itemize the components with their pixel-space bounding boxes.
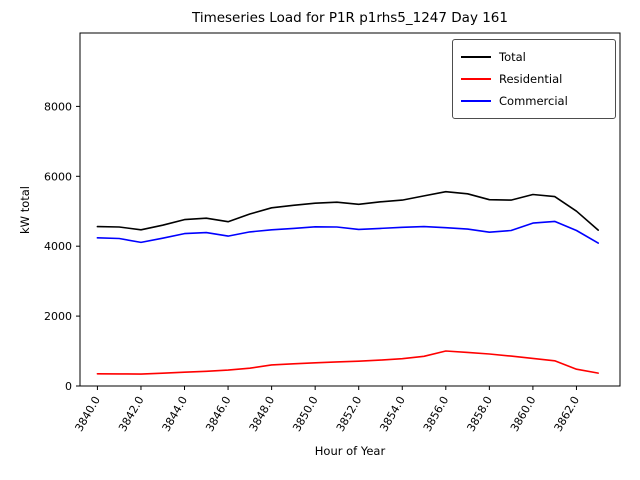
y-tick-label: 0 <box>65 380 72 393</box>
legend-item-commercial: Commercial <box>461 90 607 112</box>
legend-label: Total <box>499 50 526 64</box>
x-tick-label: 3862.0 <box>552 394 583 434</box>
x-tick-label: 3850.0 <box>290 394 321 434</box>
x-tick-label: 3842.0 <box>116 394 147 434</box>
x-axis-label: Hour of Year <box>314 444 386 458</box>
legend-label: Commercial <box>499 94 568 108</box>
legend-label: Residential <box>499 72 563 86</box>
series-line-commercial <box>96 220 600 244</box>
legend-line-sample <box>461 56 491 58</box>
legend: Total Residential Commercial <box>452 39 616 119</box>
x-tick-label: 3860.0 <box>508 394 539 434</box>
chart-title: Timeseries Load for P1R p1rhs5_1247 Day … <box>191 10 508 26</box>
x-tick-label: 3852.0 <box>334 394 365 434</box>
x-tick-label: 3840.0 <box>73 394 104 434</box>
series-line-total <box>96 190 600 231</box>
x-tick-label: 3848.0 <box>247 394 278 434</box>
x-tick-label: 3844.0 <box>160 394 191 434</box>
series-line-residential <box>96 350 600 375</box>
x-tick-label: 3846.0 <box>203 394 234 434</box>
y-tick-label: 6000 <box>44 170 72 183</box>
legend-line-sample <box>461 78 491 80</box>
y-tick-label: 4000 <box>44 240 72 253</box>
legend-item-total: Total <box>461 46 607 68</box>
legend-item-residential: Residential <box>461 68 607 90</box>
legend-line-sample <box>461 100 491 102</box>
y-tick-label: 2000 <box>44 310 72 323</box>
x-tick-label: 3858.0 <box>464 394 495 434</box>
y-tick-label: 8000 <box>44 100 72 113</box>
x-tick-label: 3854.0 <box>377 394 408 434</box>
x-tick-label: 3856.0 <box>421 394 452 434</box>
